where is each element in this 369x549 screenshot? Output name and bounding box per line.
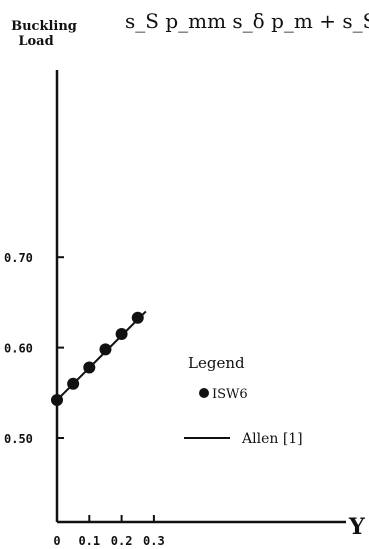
ylabel-line-2: Load bbox=[18, 34, 53, 49]
x-tick-label: 0.2 bbox=[111, 534, 133, 548]
legend-label-isw6: ISW6 bbox=[212, 387, 248, 402]
x-tick-label: 0.1 bbox=[78, 534, 100, 548]
legend-label-allen: Allen [1] bbox=[241, 431, 303, 447]
legend-title: Legend bbox=[188, 354, 245, 372]
x-axis-label: Y bbox=[348, 514, 365, 540]
chart-title: s_S p_mm s_δ p_m + s_S bbox=[125, 9, 369, 33]
data-point-isw6 bbox=[115, 328, 128, 341]
legend-marker-isw6 bbox=[199, 388, 209, 398]
y-ticks: 0.50 0.60 0.70 bbox=[4, 251, 64, 446]
data-point-isw6 bbox=[99, 343, 112, 356]
series-layer bbox=[51, 310, 147, 407]
y-tick-label: 0.50 bbox=[4, 432, 33, 446]
ylabel-line-1: Buckling bbox=[11, 19, 77, 34]
y-tick-label: 0.60 bbox=[4, 342, 33, 356]
x-ticks: 0 0.1 0.2 0.3 bbox=[53, 515, 165, 548]
data-point-isw6 bbox=[131, 311, 144, 324]
x-tick-label: 0 bbox=[53, 534, 60, 548]
y-tick-label: 0.70 bbox=[4, 251, 33, 265]
data-point-isw6 bbox=[67, 377, 80, 390]
legend: Legend ISW6 Allen [1] bbox=[184, 354, 303, 447]
data-point-isw6 bbox=[51, 394, 63, 407]
data-point-isw6 bbox=[83, 361, 96, 374]
x-tick-label: 0.3 bbox=[143, 534, 165, 548]
